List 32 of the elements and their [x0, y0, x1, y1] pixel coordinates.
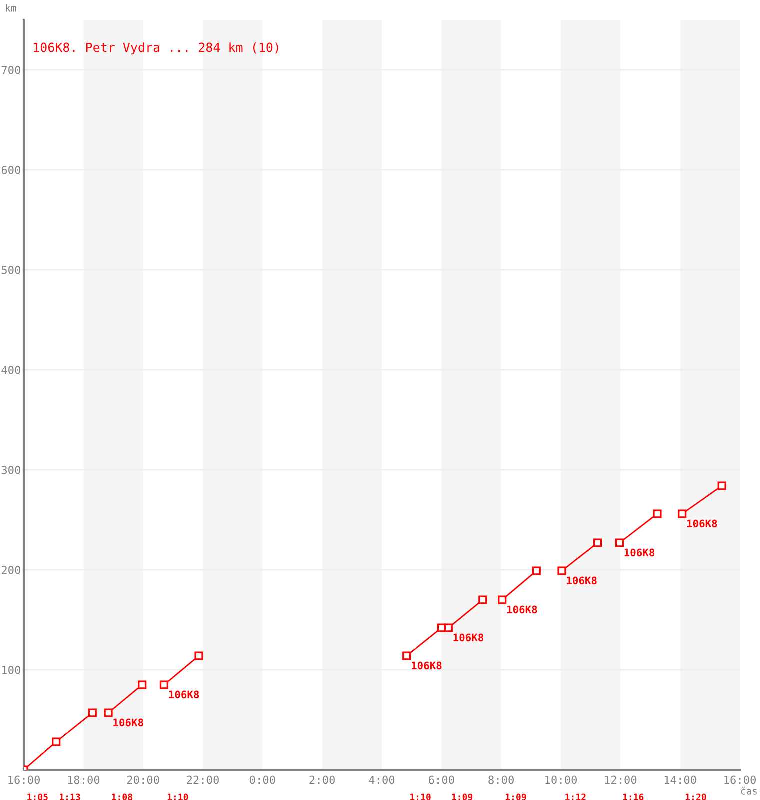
y-tick-label: 400 [2, 366, 20, 374]
x-tick-label: 16:00 [8, 776, 40, 784]
y-tick-label: 700 [2, 66, 20, 74]
text: 1:12 [566, 794, 586, 800]
y-tick-label: 300 [2, 466, 20, 474]
annotation: 106K8 [114, 718, 144, 727]
x-tick-label: 14:00 [664, 776, 696, 784]
x-tick-label: 10:00 [546, 776, 578, 784]
y-tick-label: 200 [2, 566, 20, 574]
annotation: 106K8 [687, 520, 718, 528]
x-tick-label: 12:00 [605, 776, 637, 784]
x-tick-label: 20:00 [127, 776, 160, 784]
x-tick-label: 16:00 [724, 776, 756, 784]
x-tick-label: 8:00 [488, 776, 514, 784]
y-tick-label: 600 [2, 166, 20, 174]
text: 106K8. Petr Vydra ... 284 km (10) [34, 42, 278, 55]
annotation: 106K8 [169, 690, 200, 699]
annotation: 106K8 [567, 576, 597, 585]
annotation: 106K8 [507, 606, 538, 614]
x-tick-label: 2:00 [310, 776, 335, 784]
x-axis-title: čas [741, 786, 758, 795]
x-tick-label: 4:00 [369, 776, 395, 784]
annotation: 106K8 [412, 662, 442, 670]
x-tick-label: 18:00 [68, 776, 100, 784]
x-tick-label: 0:00 [250, 776, 276, 784]
annotation: 106K8 [454, 634, 484, 642]
annotation: 106K8 [624, 548, 655, 557]
x-tick-label: 6:00 [429, 776, 454, 784]
x-tick-label: 22:00 [187, 776, 220, 784]
y-axis-title: km [6, 4, 16, 12]
y-tick-label: 100 [2, 666, 20, 674]
y-tick-label: 500 [2, 266, 20, 274]
